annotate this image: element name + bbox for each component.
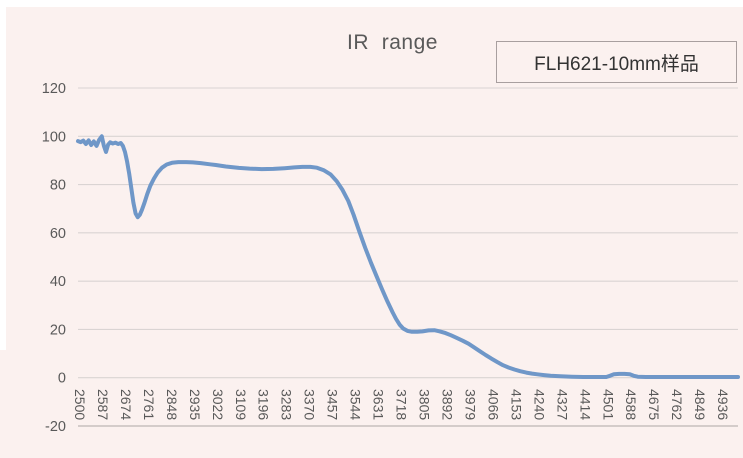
y-axis-labels: 120 100 80 60 40 20 0 -20 <box>42 81 66 435</box>
x-tick-label: 4240 <box>531 389 547 420</box>
x-tick-label: 3457 <box>325 389 341 420</box>
x-tick-label: 4588 <box>623 389 639 420</box>
y-tick-label: 0 <box>58 371 66 387</box>
y-tick-label: 40 <box>50 274 66 290</box>
x-tick-label: 4675 <box>646 389 662 420</box>
chart-title: IR range <box>347 31 438 54</box>
x-tick-label: 3196 <box>256 389 272 420</box>
x-tick-label: 4501 <box>600 389 616 420</box>
x-tick-label: 4414 <box>577 389 593 420</box>
x-tick-label: 3370 <box>302 389 318 420</box>
screenshot-margin-left <box>0 0 6 350</box>
y-tick-label: 60 <box>50 226 66 242</box>
data-series-line <box>76 134 740 379</box>
x-tick-label: 3979 <box>462 389 478 420</box>
x-tick-label: 3283 <box>279 389 295 420</box>
x-tick-label: 2674 <box>118 389 134 420</box>
x-tick-label: 2848 <box>164 389 180 420</box>
x-tick-label: 3109 <box>233 389 249 420</box>
x-tick-label: 4762 <box>669 389 685 420</box>
y-tick-label: 120 <box>42 81 66 97</box>
y-tick-label: 100 <box>42 129 66 145</box>
x-tick-label: 3631 <box>371 389 387 420</box>
screenshot-margin-top <box>0 0 743 7</box>
x-tick-label: 2587 <box>95 389 111 420</box>
y-tick-label: 80 <box>50 178 66 194</box>
x-tick-label: 3544 <box>348 389 364 420</box>
x-tick-label: 2761 <box>141 389 157 420</box>
x-tick-label: 4849 <box>692 389 708 420</box>
x-tick-label: 4066 <box>485 389 501 420</box>
x-axis-labels: 2500 2587 2674 2761 2848 2935 3022 3109 3196 3283… <box>72 389 731 420</box>
x-tick-label: 3022 <box>210 389 226 420</box>
x-tick-label: 4327 <box>554 389 570 420</box>
x-tick-label: 4153 <box>508 389 524 420</box>
x-tick-label: 4936 <box>715 389 731 420</box>
x-tick-label: 3892 <box>439 389 455 420</box>
x-tick-label: 3805 <box>417 389 433 420</box>
x-tick-label: 2935 <box>187 389 203 420</box>
y-tick-label: -20 <box>45 419 66 435</box>
legend-label: FLH621-10mm样品 <box>534 53 699 75</box>
y-tick-label: 20 <box>50 322 66 338</box>
x-tick-label: 3718 <box>394 389 410 420</box>
x-tick-label: 2500 <box>72 389 88 420</box>
legend-box: FLH621-10mm样品 <box>496 41 737 83</box>
